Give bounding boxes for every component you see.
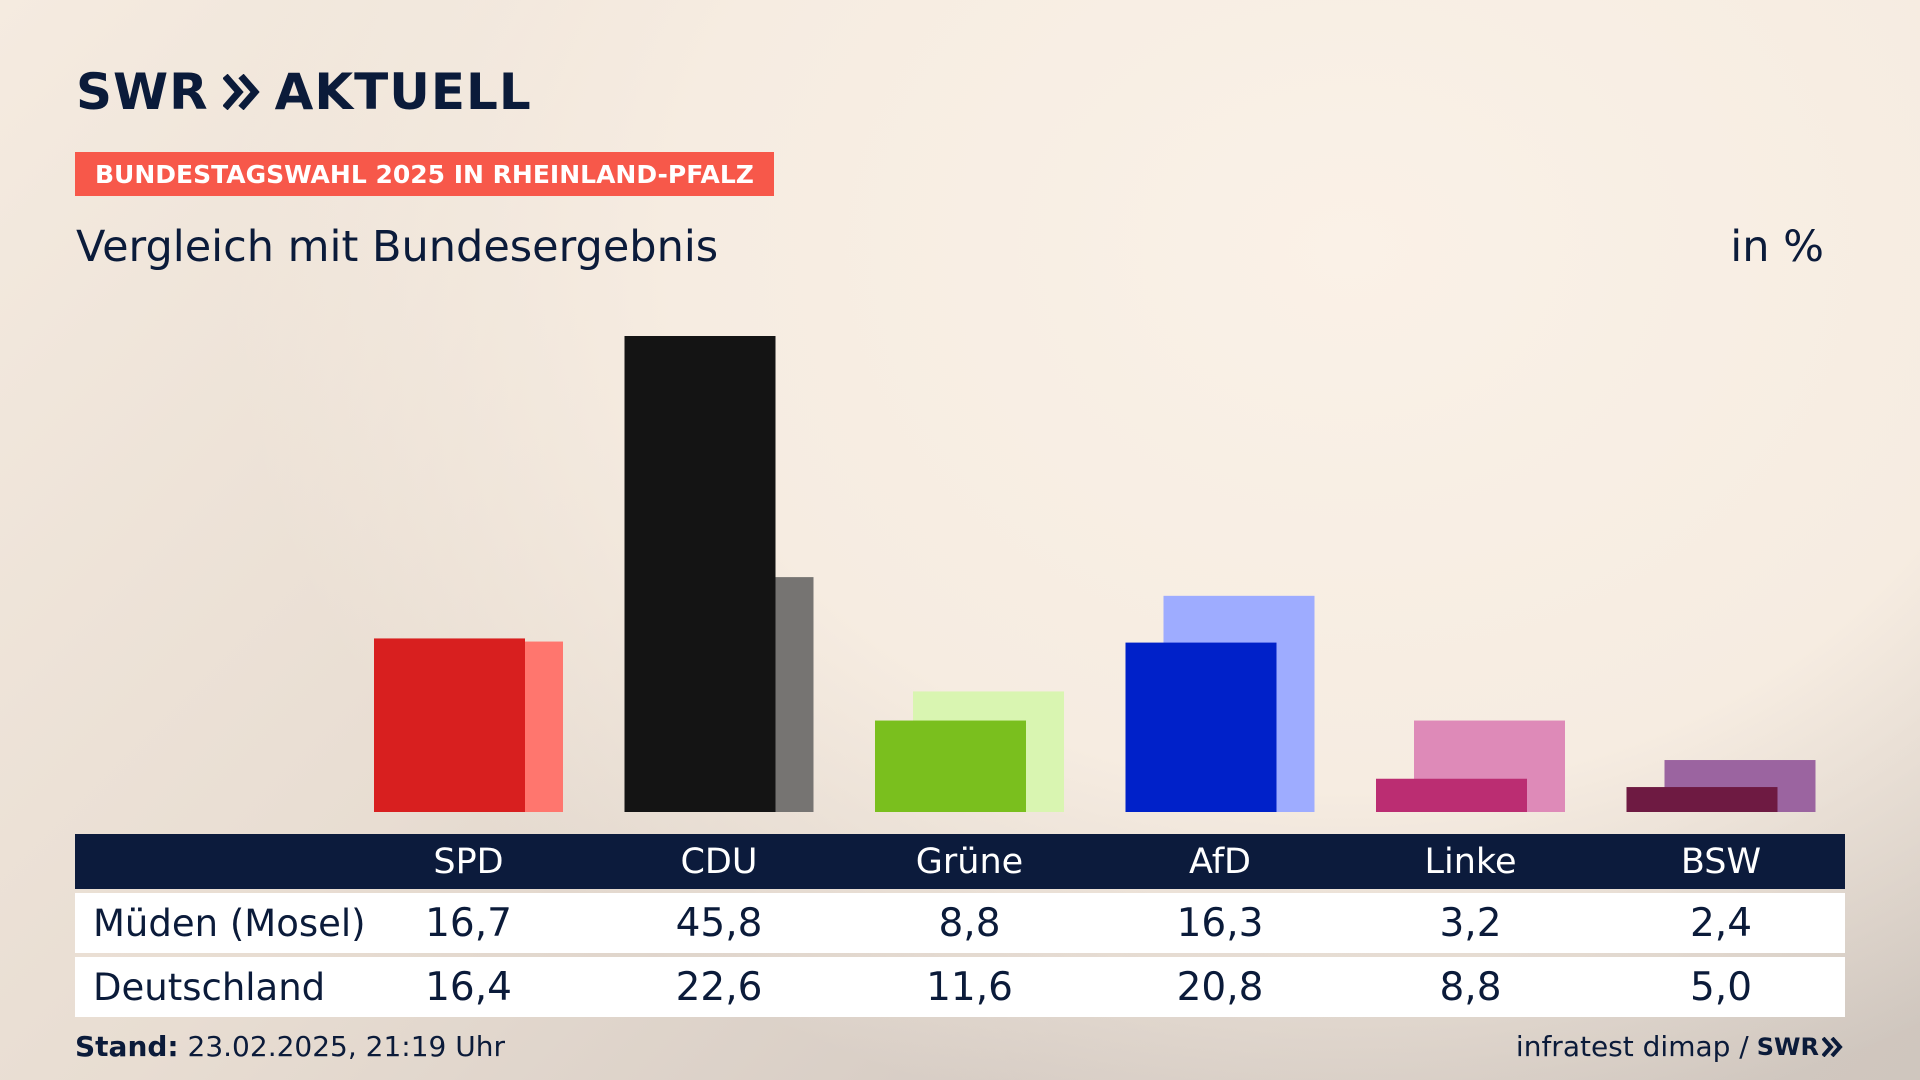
table-row: Deutschland 16,4 22,6 11,6 20,8 8,8 5,0 [75, 957, 1845, 1017]
value-cell: 16,3 [1176, 900, 1264, 946]
column-header-cdu: CDU [680, 841, 758, 882]
value-cell: 2,4 [1689, 900, 1753, 946]
stand-value: 23.02.2025, 21:19 Uhr [187, 1030, 505, 1063]
timestamp: Stand: 23.02.2025, 21:19 Uhr [75, 1030, 505, 1063]
bar-local-spd [374, 638, 525, 812]
value-cell: 20,8 [1176, 964, 1264, 1010]
table-header: SPD CDU Grüne AfD Linke BSW [75, 834, 1845, 889]
row-label: Müden (Mosel) [93, 901, 366, 945]
value-cell: 3,2 [1439, 900, 1502, 946]
election-badge: BUNDESTAGSWAHL 2025 IN RHEINLAND-PFALZ [75, 152, 774, 196]
swr-mini-logo: SWR [1757, 1033, 1844, 1061]
source-credit: infratest dimap / SWR [1516, 1030, 1844, 1063]
chart-subtitle: Vergleich mit Bundesergebnis [76, 222, 719, 272]
column-header-grüne: Grüne [915, 841, 1024, 882]
column-header-afd: AfD [1189, 841, 1251, 882]
column-header-linke: Linke [1424, 841, 1517, 882]
unit-label: in % [1730, 222, 1824, 272]
bar-local-linke [1376, 778, 1527, 812]
value-cell: 8,8 [1439, 964, 1502, 1010]
value-cell: 11,6 [926, 964, 1013, 1010]
bar-local-grüne [875, 720, 1026, 812]
bar-local-afd [1125, 642, 1277, 812]
results-table: SPD CDU Grüne AfD Linke BSW Müden (Mosel) 16,… [75, 834, 1845, 1017]
column-header-spd: SPD [433, 841, 504, 882]
bar-chart [374, 336, 1816, 812]
stand-label: Stand: [75, 1030, 179, 1063]
value-cell: 22,6 [675, 964, 763, 1010]
swr-aktuell-logo: SWR AKTUELL [76, 63, 532, 121]
value-cell: 5,0 [1689, 964, 1753, 1010]
table-row: Müden (Mosel) 16,7 45,8 8,8 16,3 3,2 2,4 [75, 893, 1845, 953]
value-cell: 45,8 [675, 900, 763, 946]
value-cell: 8,8 [938, 900, 1001, 946]
column-header-bsw: BSW [1680, 841, 1762, 882]
brand-aktuell: AKTUELL [274, 63, 532, 121]
brand-swr: SWR [76, 63, 209, 121]
bar-local-cdu [624, 336, 776, 812]
double-chevron-icon [222, 74, 260, 110]
row-label: Deutschland [93, 965, 326, 1009]
value-cell: 16,7 [425, 900, 512, 946]
swr-mini-text: SWR [1756, 1032, 1819, 1061]
bar-local-bsw [1626, 787, 1778, 812]
source-text: infratest dimap / [1515, 1030, 1749, 1063]
value-cell: 16,4 [425, 964, 512, 1010]
double-chevron-icon [1822, 1036, 1843, 1057]
